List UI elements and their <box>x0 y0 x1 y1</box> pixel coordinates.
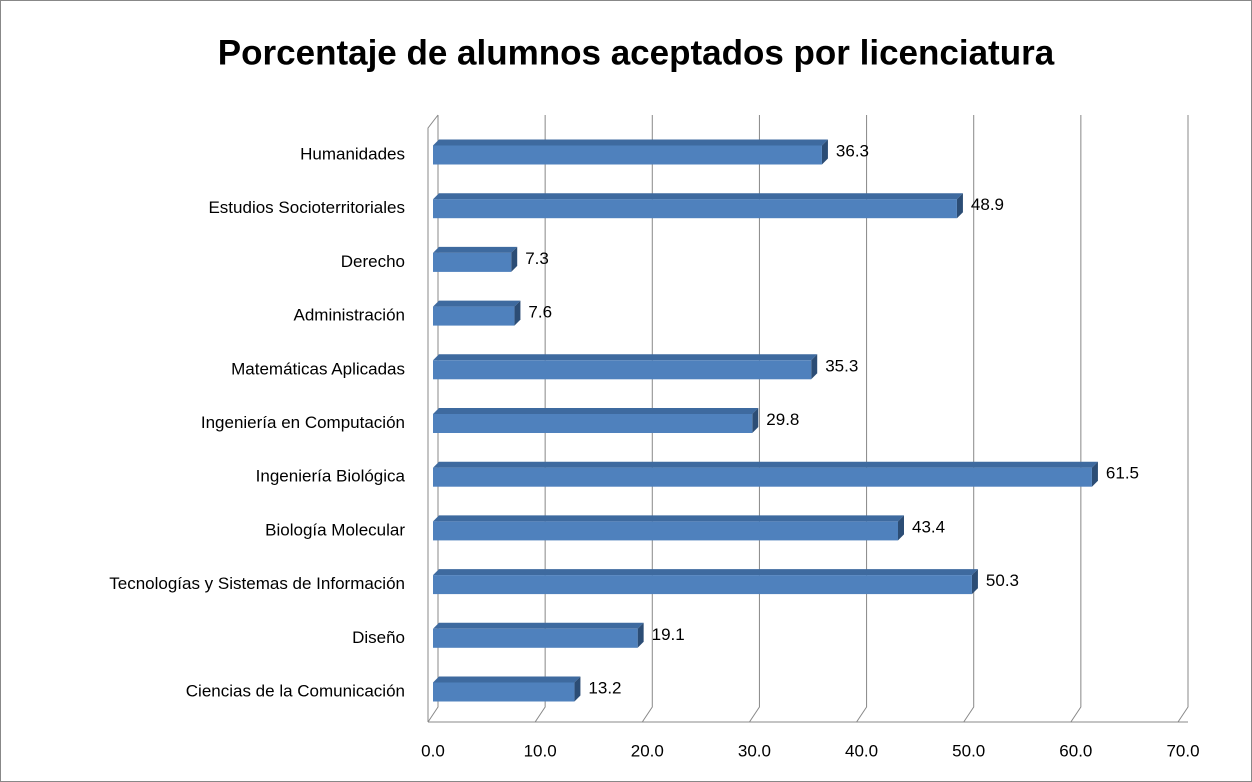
chart-title: Porcentaje de alumnos aceptados por lice… <box>218 33 1055 72</box>
bar <box>433 193 963 219</box>
bar <box>433 354 818 380</box>
grid-line <box>1177 115 1189 723</box>
data-label: 36.3 <box>836 141 869 160</box>
bar <box>433 300 521 326</box>
x-tick-label: 60.0 <box>1059 741 1092 760</box>
data-label: 43.4 <box>912 517 945 536</box>
data-label: 7.3 <box>525 249 549 268</box>
bar <box>433 676 581 702</box>
grid-line <box>963 115 975 723</box>
y-tick-label: Estudios Socioterritoriales <box>208 198 405 217</box>
grid-line <box>749 115 760 723</box>
bar <box>433 408 759 433</box>
x-tick-label: 30.0 <box>738 741 771 760</box>
data-label: 7.6 <box>528 303 552 322</box>
x-tick-label: 20.0 <box>631 741 664 760</box>
data-label: 50.3 <box>986 571 1019 590</box>
bar <box>433 461 1098 487</box>
x-tick-label: 0.0 <box>421 741 445 760</box>
bar <box>433 515 904 541</box>
grid-line <box>1070 115 1082 723</box>
side-wall <box>427 114 439 722</box>
y-tick-label: Tecnologías y Sistemas de Información <box>109 574 405 593</box>
data-label: 61.5 <box>1106 464 1139 483</box>
grid-line <box>641 115 653 723</box>
data-label: 19.1 <box>652 625 685 644</box>
data-label: 13.2 <box>588 678 621 697</box>
y-tick-label: Diseño <box>352 628 405 647</box>
x-tick-label: 50.0 <box>952 741 985 760</box>
y-tick-label: Derecho <box>341 252 405 271</box>
grid-line <box>534 115 546 723</box>
grid-line <box>856 115 868 723</box>
bar <box>433 622 644 648</box>
y-tick-label: Ciencias de la Comunicación <box>186 681 405 700</box>
y-tick-label: Administración <box>294 306 406 325</box>
bar <box>433 246 518 272</box>
bar <box>433 139 828 165</box>
x-tick-label: 10.0 <box>524 741 557 760</box>
x-tick-label: 40.0 <box>845 741 878 760</box>
data-label: 29.8 <box>766 410 799 429</box>
y-tick-label: Biología Molecular <box>265 520 405 539</box>
y-tick-label: Matemáticas Aplicadas <box>231 359 405 378</box>
y-tick-label: Ingeniería Biológica <box>256 467 406 486</box>
y-tick-label: Humanidades <box>300 144 405 163</box>
data-label: 35.3 <box>825 356 858 375</box>
x-tick-label: 70.0 <box>1166 741 1199 760</box>
data-label: 48.9 <box>971 195 1004 214</box>
y-tick-label: Ingeniería en Computación <box>201 413 405 432</box>
bar <box>433 569 978 595</box>
